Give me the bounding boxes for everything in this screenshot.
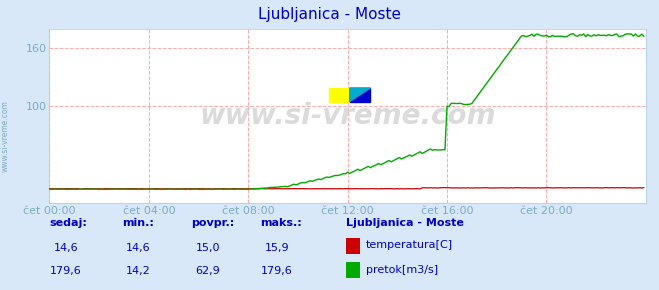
Text: temperatura[C]: temperatura[C] xyxy=(366,240,453,250)
Text: pretok[m3/s]: pretok[m3/s] xyxy=(366,264,438,275)
Text: 62,9: 62,9 xyxy=(195,266,220,276)
Text: www.si-vreme.com: www.si-vreme.com xyxy=(1,100,10,172)
Text: www.si-vreme.com: www.si-vreme.com xyxy=(200,102,496,130)
Text: povpr.:: povpr.: xyxy=(191,218,235,228)
Text: 14,6: 14,6 xyxy=(126,243,151,253)
Polygon shape xyxy=(350,88,370,102)
Text: 14,2: 14,2 xyxy=(126,266,151,276)
Bar xyxy=(350,88,370,102)
Text: 15,9: 15,9 xyxy=(264,243,289,253)
Text: 14,6: 14,6 xyxy=(53,243,78,253)
Text: 15,0: 15,0 xyxy=(195,243,220,253)
Text: min.:: min.: xyxy=(122,218,154,228)
Text: Ljubljanica - Moste: Ljubljanica - Moste xyxy=(346,218,464,228)
Text: 179,6: 179,6 xyxy=(261,266,293,276)
Text: Ljubljanica - Moste: Ljubljanica - Moste xyxy=(258,7,401,22)
Text: maks.:: maks.: xyxy=(260,218,302,228)
Text: 179,6: 179,6 xyxy=(50,266,82,276)
Bar xyxy=(329,88,350,102)
Text: sedaj:: sedaj: xyxy=(49,218,87,228)
